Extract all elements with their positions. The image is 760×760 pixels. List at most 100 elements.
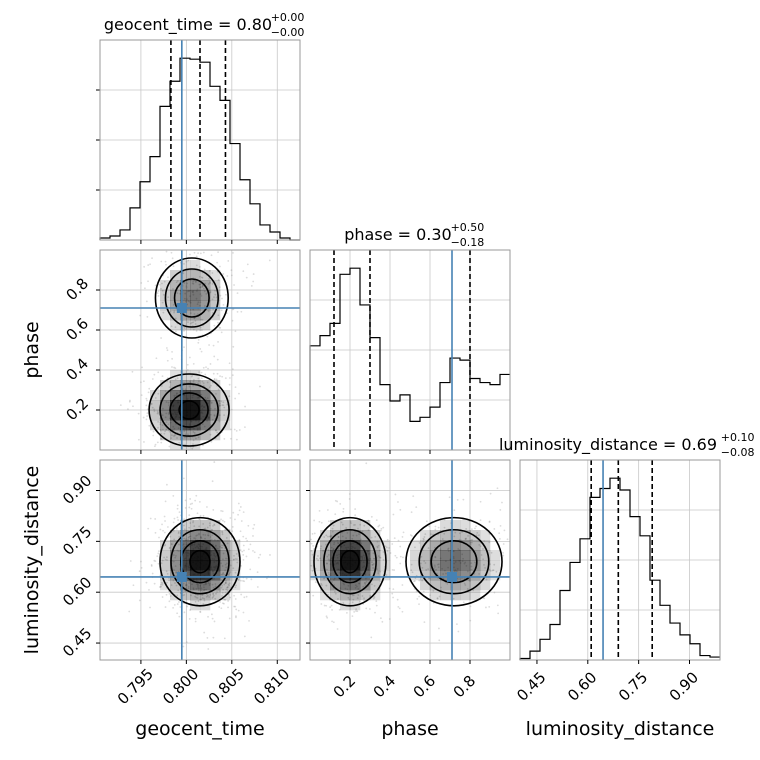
sample-point xyxy=(215,429,217,432)
density-cell xyxy=(420,550,431,561)
density-cell xyxy=(210,580,221,591)
sample-point xyxy=(422,537,425,540)
sample-point xyxy=(184,388,187,391)
sample-point xyxy=(165,428,168,431)
sample-point xyxy=(256,571,259,574)
sample-point xyxy=(165,556,168,559)
sample-point xyxy=(356,597,359,600)
sample-point xyxy=(164,520,166,522)
sample-point xyxy=(160,429,162,432)
sample-point xyxy=(199,610,202,613)
sample-point xyxy=(342,507,345,510)
sample-point xyxy=(189,503,192,506)
sample-point xyxy=(233,462,235,464)
sample-point xyxy=(175,527,178,530)
density-cell xyxy=(360,520,371,531)
contour-line xyxy=(170,528,230,595)
density-cell xyxy=(160,570,171,581)
sample-point xyxy=(177,550,180,553)
sample-point xyxy=(238,465,240,467)
sample-point xyxy=(191,452,193,454)
x-axis-label: luminosity_distance xyxy=(526,718,715,740)
sample-point xyxy=(220,546,223,549)
density-cell xyxy=(170,410,181,421)
sample-point xyxy=(434,555,436,558)
sample-point xyxy=(252,273,255,275)
density-cell xyxy=(150,410,161,421)
density-cell xyxy=(210,400,221,411)
sample-point xyxy=(172,560,175,563)
sample-point xyxy=(161,451,163,453)
sample-point xyxy=(203,290,206,293)
sample-point xyxy=(438,627,440,630)
sample-point xyxy=(205,595,208,598)
sample-point xyxy=(318,520,321,523)
density-cell xyxy=(220,560,231,571)
sample-point xyxy=(447,548,449,551)
sample-point xyxy=(176,292,179,295)
sample-point xyxy=(145,397,148,400)
sample-point xyxy=(173,366,175,369)
sample-point xyxy=(541,545,543,547)
density-cell xyxy=(220,580,231,591)
sample-point xyxy=(203,305,206,307)
sample-point xyxy=(163,515,166,518)
sample-point xyxy=(235,616,237,619)
sample-point xyxy=(234,397,237,400)
sample-point xyxy=(208,596,211,598)
sample-point xyxy=(469,542,472,544)
sample-point xyxy=(219,265,221,268)
sample-point xyxy=(312,545,315,547)
sample-point xyxy=(161,559,164,562)
panel-frame xyxy=(309,249,511,451)
density-cell xyxy=(460,550,471,561)
sample-point xyxy=(225,557,227,560)
sample-point xyxy=(215,592,217,595)
sample-point xyxy=(147,527,150,530)
density-cell xyxy=(440,580,451,591)
sample-point xyxy=(313,519,316,522)
sample-point xyxy=(165,421,168,423)
sample-point xyxy=(161,375,164,378)
sample-point xyxy=(228,617,231,620)
density-cell xyxy=(330,590,341,601)
sample-point xyxy=(197,338,200,341)
sample-point xyxy=(371,583,373,586)
density-cell xyxy=(320,540,331,551)
sample-point xyxy=(352,598,355,601)
panel-content xyxy=(301,460,543,660)
sample-point xyxy=(160,562,163,565)
density-cell xyxy=(420,570,431,581)
sample-point xyxy=(334,592,337,595)
sample-point xyxy=(304,553,306,555)
sample-point xyxy=(211,597,214,599)
sample-point xyxy=(193,525,196,528)
density-cell xyxy=(210,300,221,311)
sample-point xyxy=(223,520,226,523)
sample-point xyxy=(222,588,225,591)
sample-point xyxy=(218,414,221,416)
sample-point xyxy=(196,593,199,596)
sample-point xyxy=(239,506,242,508)
sample-point xyxy=(377,555,380,557)
sample-point xyxy=(247,548,250,551)
density-cell xyxy=(190,320,201,331)
density-cell xyxy=(190,580,201,591)
sample-point xyxy=(163,556,166,559)
density-cell xyxy=(180,410,191,421)
sample-point xyxy=(208,522,211,525)
density-cell xyxy=(170,530,181,541)
sample-point xyxy=(209,363,212,365)
sample-point xyxy=(152,430,155,433)
sample-point xyxy=(199,329,202,332)
sample-point xyxy=(318,509,321,512)
sample-point xyxy=(246,263,249,266)
density-cell xyxy=(190,520,201,531)
density-cell xyxy=(180,550,191,561)
truth-marker xyxy=(447,571,457,582)
sample-point xyxy=(373,557,376,560)
sample-point xyxy=(184,499,187,502)
sample-point xyxy=(147,391,150,394)
sample-point xyxy=(301,576,303,578)
sample-point xyxy=(197,341,200,344)
